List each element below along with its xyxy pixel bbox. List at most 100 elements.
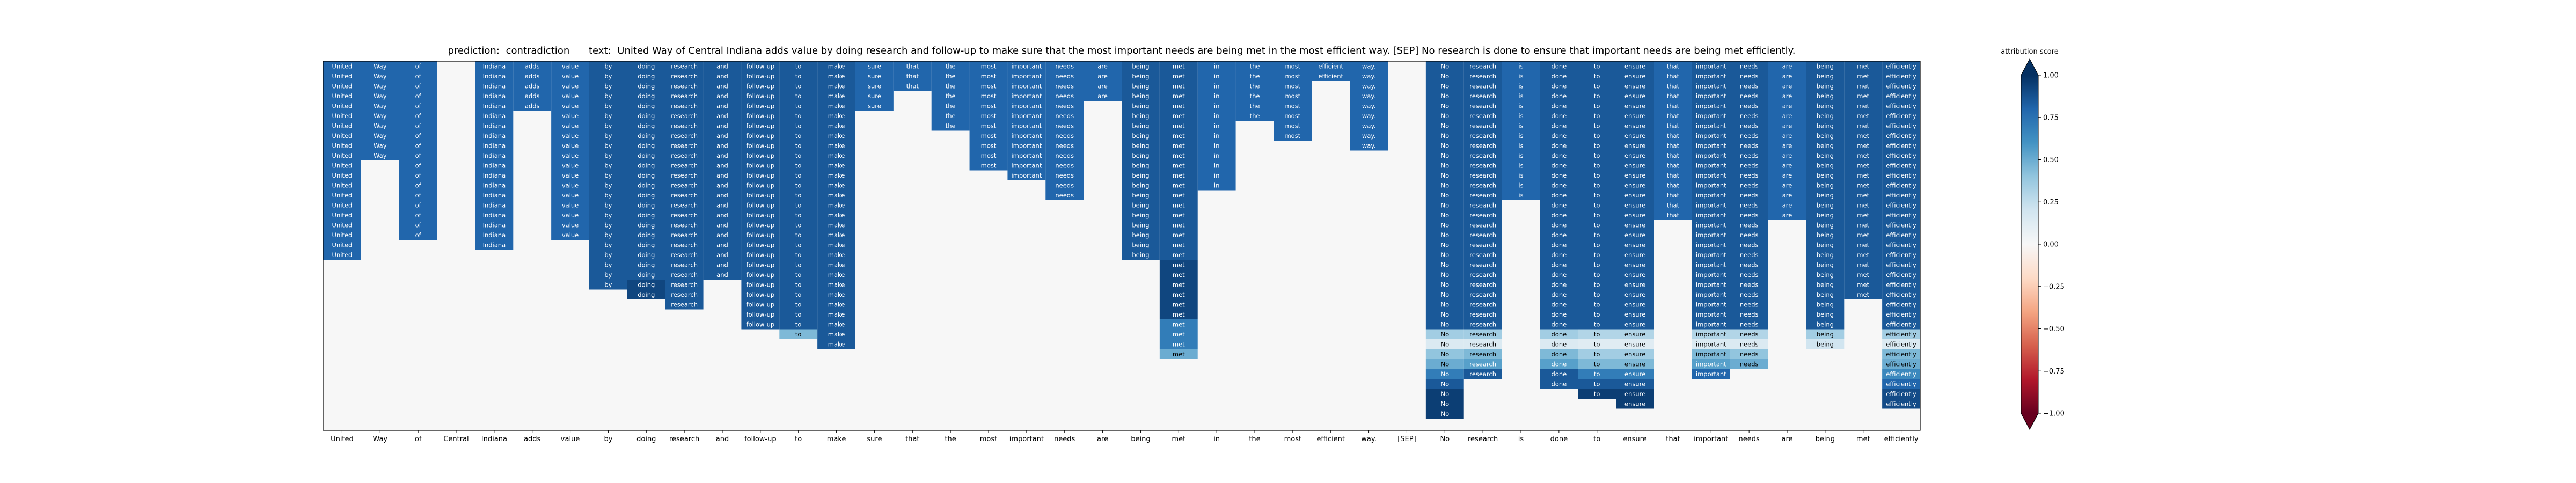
cell-token-label: in: [1214, 112, 1219, 120]
heatmap-cell: [399, 81, 437, 91]
heatmap-cell: [1425, 180, 1464, 191]
heatmap-cell: [665, 170, 704, 180]
cell-token-label: met: [1173, 271, 1185, 279]
cell-token-label: Indiana: [483, 181, 506, 189]
heatmap-cell: [817, 329, 855, 339]
cell-token-label: of: [415, 132, 422, 140]
heatmap-cell: [969, 150, 1008, 160]
heatmap-cell: [1425, 399, 1464, 409]
cell-token-label: and: [716, 82, 728, 90]
cell-token-label: value: [562, 62, 579, 70]
cell-token-label: being: [1817, 162, 1834, 169]
heatmap-cell: [1654, 141, 1692, 151]
heatmap-cell: [1159, 269, 1198, 280]
heatmap-cell: [817, 299, 855, 310]
heatmap-cell: [475, 71, 514, 81]
heatmap-cell: [1540, 210, 1578, 220]
cell-token-label: met: [1857, 82, 1869, 90]
heatmap-cell: [1654, 91, 1692, 101]
heatmap-cell: [1578, 369, 1616, 379]
heatmap-cell: [1425, 170, 1464, 180]
heatmap-cell: [1654, 121, 1692, 131]
heatmap-cell: [665, 121, 704, 131]
cell-token-label: efficiently: [1886, 350, 1916, 358]
cell-token-label: met: [1857, 102, 1869, 109]
heatmap-cell: [1084, 81, 1122, 91]
cell-token-label: by: [604, 112, 612, 120]
heatmap-cell: [1806, 141, 1845, 151]
cell-token-label: follow-up: [747, 261, 775, 268]
cell-token-label: being: [1132, 82, 1149, 90]
colorbar-tick-label: 0.75: [2043, 114, 2059, 122]
heatmap-cell: [1806, 81, 1845, 91]
cell-token-label: research: [671, 261, 698, 268]
heatmap-cell: [1350, 130, 1388, 141]
heatmap-cell: [1768, 170, 1806, 180]
cell-token-label: way.: [1362, 72, 1375, 80]
heatmap-cell: [551, 101, 589, 111]
cell-token-label: ensure: [1624, 82, 1645, 90]
cell-token-label: important: [1696, 181, 1726, 189]
heatmap-cell: [1425, 141, 1464, 151]
cell-token-label: of: [415, 92, 422, 100]
cell-token-label: efficiently: [1886, 192, 1916, 199]
cell-token-label: and: [716, 172, 728, 179]
cell-token-label: efficient: [1318, 72, 1343, 80]
cell-token-label: met: [1857, 152, 1869, 159]
heatmap-cell: [1616, 399, 1654, 409]
heatmap-cell: [1692, 150, 1730, 160]
cell-token-label: being: [1817, 192, 1834, 199]
heatmap-cell: [1882, 190, 1920, 200]
cell-token-label: No: [1440, 291, 1449, 298]
cell-token-label: make: [828, 221, 845, 229]
heatmap-cell: [1616, 111, 1654, 121]
cell-token-label: met: [1857, 271, 1869, 279]
heatmap-cell: [1235, 61, 1274, 71]
cell-token-label: done: [1552, 231, 1567, 239]
heatmap-cell: [1502, 150, 1540, 160]
heatmap-cell: [1882, 71, 1920, 81]
heatmap-cell: [627, 111, 665, 121]
heatmap-cell: [1159, 339, 1198, 349]
cell-token-label: and: [716, 231, 728, 239]
heatmap-cell: [1730, 339, 1768, 349]
heatmap-cell: [323, 61, 361, 71]
cell-token-label: doing: [638, 231, 655, 239]
x-tick-label: value: [561, 435, 580, 443]
cell-token-label: to: [1594, 340, 1600, 348]
x-tick-label: important: [1009, 435, 1044, 443]
cell-token-label: needs: [1740, 221, 1759, 229]
cell-token-label: met: [1173, 301, 1185, 308]
cell-token-label: being: [1817, 112, 1834, 120]
heatmap-cell: [1882, 230, 1920, 240]
cell-token-label: to: [1594, 122, 1600, 129]
cell-token-label: that: [1667, 72, 1680, 80]
cell-token-label: follow-up: [747, 62, 775, 70]
heatmap-cell: [627, 150, 665, 160]
cell-token-label: No: [1440, 301, 1449, 308]
cell-token-label: research: [1469, 231, 1496, 239]
heatmap-cell: [1502, 190, 1540, 200]
heatmap-cell: [855, 101, 894, 111]
heatmap-cell: [1007, 61, 1046, 71]
cell-token-label: adds: [525, 92, 540, 100]
cell-token-label: are: [1782, 181, 1792, 189]
heatmap-cell: [1045, 130, 1084, 141]
plot-frame: [323, 61, 1921, 431]
heatmap-cell: [399, 121, 437, 131]
cell-token-label: to: [1594, 390, 1600, 398]
cell-token-label: No: [1440, 390, 1449, 398]
cell-token-label: of: [415, 112, 422, 120]
cell-token-label: important: [1011, 132, 1042, 140]
cell-token-label: ensure: [1624, 211, 1645, 219]
heatmap-cell: [1844, 61, 1883, 71]
heatmap-cell: [1882, 81, 1920, 91]
heatmap-cell: [1730, 71, 1768, 81]
cell-token-label: No: [1440, 380, 1449, 387]
cell-token-label: efficiently: [1886, 320, 1916, 328]
cell-token-label: doing: [638, 221, 655, 229]
cell-token-label: important: [1011, 102, 1042, 109]
cell-token-label: Indiana: [483, 241, 506, 248]
heatmap-cell: [1540, 260, 1578, 270]
heatmap-cell: [969, 101, 1008, 111]
